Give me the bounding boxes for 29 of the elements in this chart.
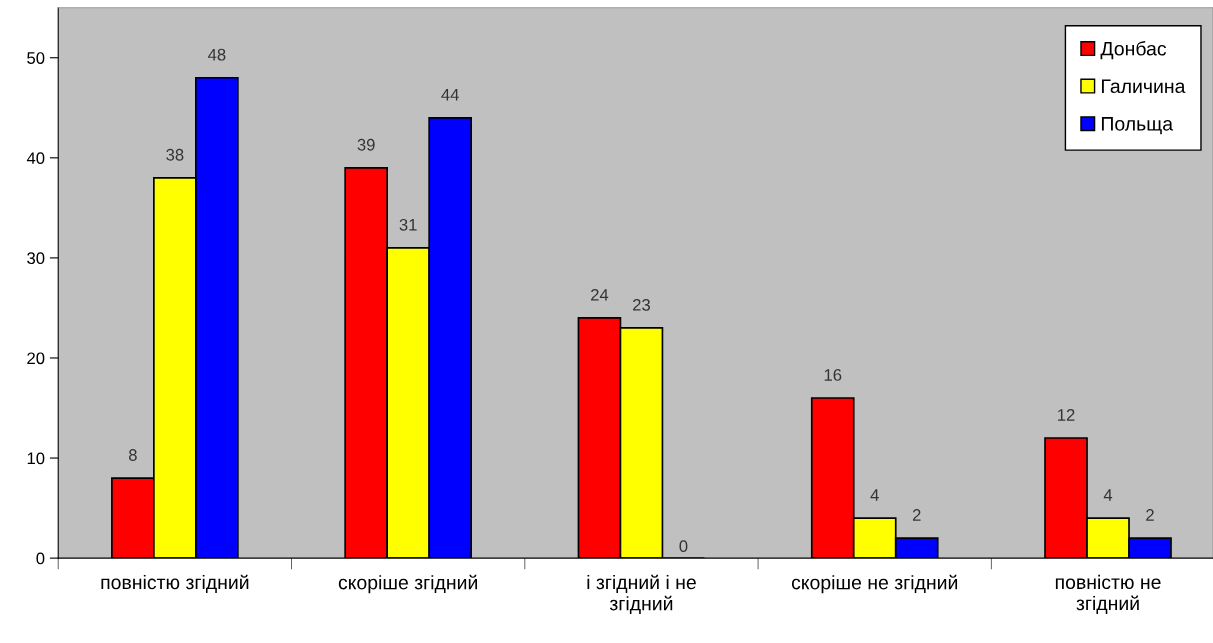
- data-label: 24: [591, 288, 609, 301]
- x-tick-label: повністю згідний: [101, 574, 249, 593]
- legend-label: Галичина: [1102, 79, 1186, 94]
- y-tick-label: 30: [27, 252, 45, 265]
- x-tick-label: скоріше не згідний: [791, 574, 958, 594]
- y-tick-label: 0: [36, 552, 45, 565]
- data-label: 0: [679, 540, 688, 553]
- y-tick-label: 20: [27, 352, 45, 365]
- data-label: 38: [166, 148, 184, 161]
- x-tick-label: скоріше згідний: [338, 574, 477, 594]
- x-tick-label: повністю не згідний: [1055, 574, 1161, 614]
- data-label: 48: [207, 48, 226, 61]
- data-label: 4: [1103, 489, 1113, 501]
- legend-label: Донбас: [1100, 41, 1167, 60]
- data-label: 16: [824, 369, 842, 381]
- data-label: 23: [633, 298, 650, 311]
- data-label: 39: [357, 138, 375, 151]
- data-label: 12: [1058, 409, 1075, 421]
- data-label: 44: [441, 88, 459, 101]
- y-tick-label: 10: [27, 452, 45, 465]
- y-tick-label: 50: [27, 52, 45, 64]
- data-label: 8: [128, 449, 137, 461]
- data-label: 2: [1146, 509, 1154, 521]
- data-label: 31: [399, 218, 417, 231]
- y-tick-label: 40: [26, 152, 45, 165]
- x-tick-label: і згідний і не згідний: [587, 574, 696, 615]
- data-label: 2: [912, 509, 921, 521]
- data-label: 4: [870, 489, 879, 501]
- legend-label: Польща: [1101, 117, 1174, 135]
